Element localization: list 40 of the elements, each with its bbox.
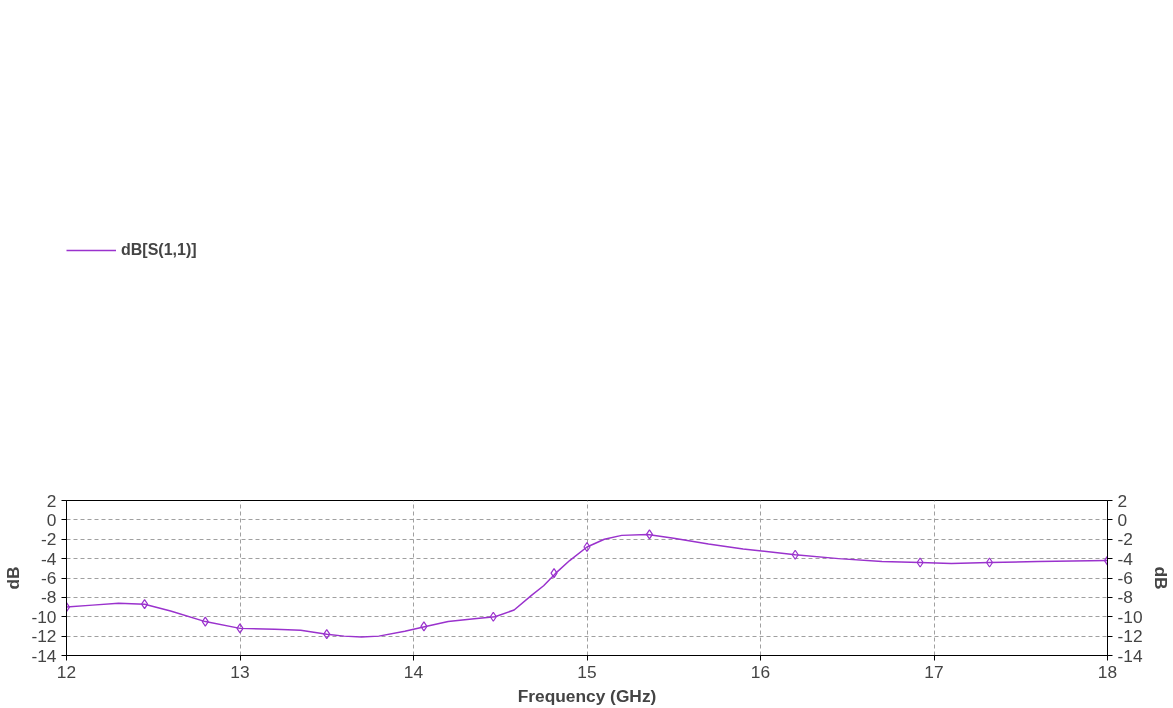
point	[550, 568, 558, 579]
y-tick-label: 0	[46, 509, 57, 530]
point	[236, 623, 244, 634]
y2-tick-label: -12	[1117, 626, 1143, 647]
point	[916, 557, 924, 568]
y2-tick-label: -4	[1117, 548, 1134, 569]
legend-label: dB[S(1,1)]	[121, 241, 197, 259]
y2-tick-label: -2	[1117, 529, 1133, 550]
y-tick-label: 2	[46, 490, 57, 511]
x-tick-label: 17	[924, 661, 944, 682]
y-axis-title: dB	[3, 566, 24, 590]
point	[420, 621, 428, 632]
y2-tick-label: 2	[1117, 490, 1128, 511]
y-tick-label: -8	[41, 587, 57, 608]
point	[985, 557, 994, 568]
y-tick-label: -12	[31, 626, 57, 647]
x-tick-label: 14	[403, 661, 424, 682]
y2-tick-label: 0	[1117, 509, 1128, 530]
y2-tick-label: -8	[1117, 587, 1133, 608]
y-tick-label: -6	[41, 568, 57, 588]
y2-tick-label: -10	[1117, 606, 1143, 627]
x-tick-label: 15	[577, 661, 597, 682]
point	[140, 599, 149, 610]
y-tick-label: -4	[41, 548, 57, 569]
point	[201, 616, 209, 627]
x-tick-label: 13	[230, 661, 250, 682]
x-tick-label: 18	[1097, 661, 1118, 682]
x-axis-title: Frequency (GHz)	[517, 685, 657, 706]
x-tick-label: 16	[750, 661, 771, 682]
y-tick-label: -2	[41, 529, 57, 550]
point	[791, 549, 799, 560]
y2-tick-label: -14	[1117, 645, 1143, 666]
x-tick-label: 12	[56, 661, 77, 682]
point	[645, 529, 654, 540]
y-tick-label: -14	[31, 645, 57, 666]
y-tick-label: -10	[31, 606, 57, 627]
y2-axis-title: dB	[1150, 566, 1171, 590]
point	[323, 629, 331, 640]
y2-tick-label: -6	[1117, 568, 1133, 588]
point	[489, 611, 497, 622]
